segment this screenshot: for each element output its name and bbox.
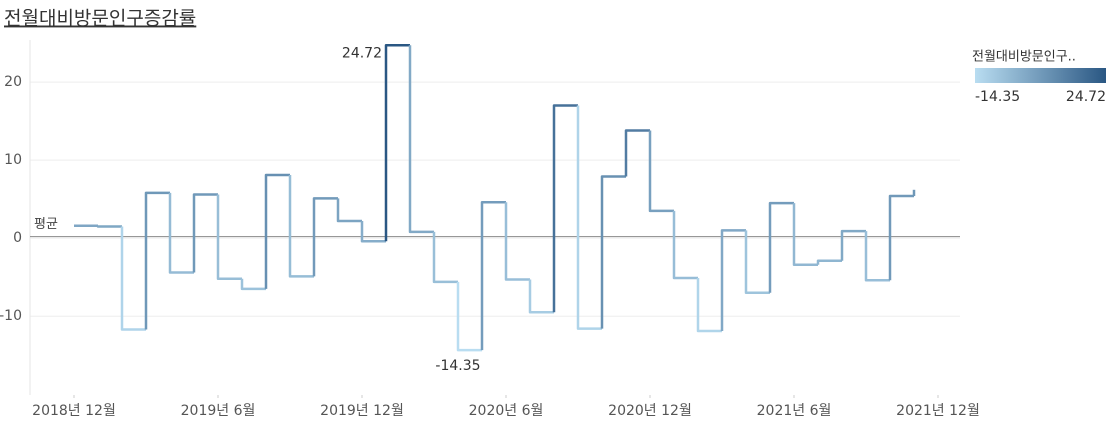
step-segment	[888, 194, 914, 281]
step-segment	[168, 192, 194, 274]
step-segment	[600, 175, 626, 329]
step-segment	[456, 281, 482, 352]
step-segment	[216, 194, 242, 280]
legend-gradient	[975, 68, 1106, 83]
step-segment	[408, 45, 434, 234]
step-segment	[720, 229, 746, 332]
step-segment	[648, 130, 674, 213]
step-segment	[192, 193, 218, 273]
step-segment	[768, 201, 794, 293]
step-segment	[360, 221, 386, 243]
step-segment	[120, 226, 146, 331]
legend-label: 24.72	[1066, 89, 1106, 105]
step-segment	[240, 278, 266, 291]
legend-label: -14.35	[975, 89, 1020, 105]
step-segment	[144, 191, 170, 330]
x-tick-label: 2020년 12월	[608, 403, 692, 419]
step-segment	[792, 203, 818, 266]
step-segment	[480, 201, 506, 351]
x-tick-label: 2020년 6월	[469, 403, 544, 419]
step-segment	[384, 44, 410, 242]
step-segment	[864, 231, 890, 282]
step-segment	[288, 174, 314, 278]
chart-title: 전월대비방문인구증감률	[4, 8, 196, 30]
step-segment	[504, 202, 530, 281]
data-label: 24.72	[342, 45, 382, 61]
x-tick-label: 2019년 6월	[181, 403, 256, 419]
y-tick-label: 20	[4, 74, 22, 90]
step-segment	[552, 104, 578, 313]
step-segment	[816, 259, 842, 265]
step-segment	[264, 173, 290, 289]
step-segment	[840, 229, 866, 261]
step-segment	[576, 105, 602, 330]
step-segment	[96, 225, 122, 228]
step-segment	[744, 230, 770, 295]
x-tick-label: 2018년 12월	[32, 403, 116, 419]
step-segment	[336, 198, 362, 223]
step-segment	[672, 210, 698, 280]
step-segment	[696, 277, 722, 333]
step-segment	[312, 197, 338, 277]
x-tick-label: 2019년 12월	[320, 403, 404, 419]
reference-label: 평균	[34, 217, 58, 232]
step-segment	[432, 231, 458, 284]
step-segment	[624, 129, 650, 177]
x-tick-label: 2021년 6월	[757, 403, 832, 419]
y-tick-label: -10	[0, 308, 22, 324]
y-tick-label: 0	[13, 230, 22, 246]
data-label: -14.35	[435, 358, 480, 374]
step-segment	[528, 279, 554, 314]
y-tick-label: 10	[4, 152, 22, 168]
legend-title: 전월대비방문인구..	[972, 50, 1076, 65]
x-tick-label: 2021년 12월	[896, 403, 980, 419]
